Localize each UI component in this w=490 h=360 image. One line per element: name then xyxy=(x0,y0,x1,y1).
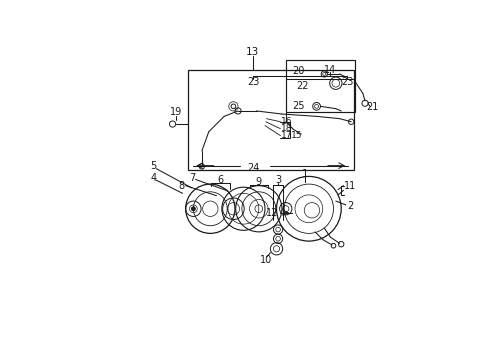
Text: 24: 24 xyxy=(247,163,260,173)
Bar xyxy=(286,60,355,112)
Text: 6: 6 xyxy=(217,175,223,185)
Text: 21: 21 xyxy=(367,102,379,112)
Text: 4: 4 xyxy=(150,173,156,183)
Text: 18: 18 xyxy=(281,124,293,133)
Text: 9: 9 xyxy=(256,177,262,187)
Text: 22: 22 xyxy=(296,81,308,91)
Text: 2: 2 xyxy=(347,202,354,211)
Circle shape xyxy=(192,207,196,211)
Text: 14: 14 xyxy=(324,65,337,75)
Text: 15: 15 xyxy=(291,131,303,140)
Text: 12: 12 xyxy=(266,208,278,217)
Text: 25: 25 xyxy=(292,101,304,111)
Text: 23: 23 xyxy=(247,77,260,87)
Text: 13: 13 xyxy=(246,48,259,58)
Text: 5: 5 xyxy=(150,161,156,171)
Text: 17: 17 xyxy=(281,131,293,140)
Text: 19: 19 xyxy=(171,108,183,117)
Text: 20: 20 xyxy=(292,66,304,76)
Bar xyxy=(188,70,354,170)
Text: 10: 10 xyxy=(260,255,272,265)
Text: 1: 1 xyxy=(302,169,308,179)
Text: 11: 11 xyxy=(344,181,357,191)
Text: 8: 8 xyxy=(179,181,185,191)
Text: 7: 7 xyxy=(189,173,195,183)
Text: 16: 16 xyxy=(281,117,293,126)
Text: 23: 23 xyxy=(341,77,354,87)
Text: 3: 3 xyxy=(275,175,281,185)
